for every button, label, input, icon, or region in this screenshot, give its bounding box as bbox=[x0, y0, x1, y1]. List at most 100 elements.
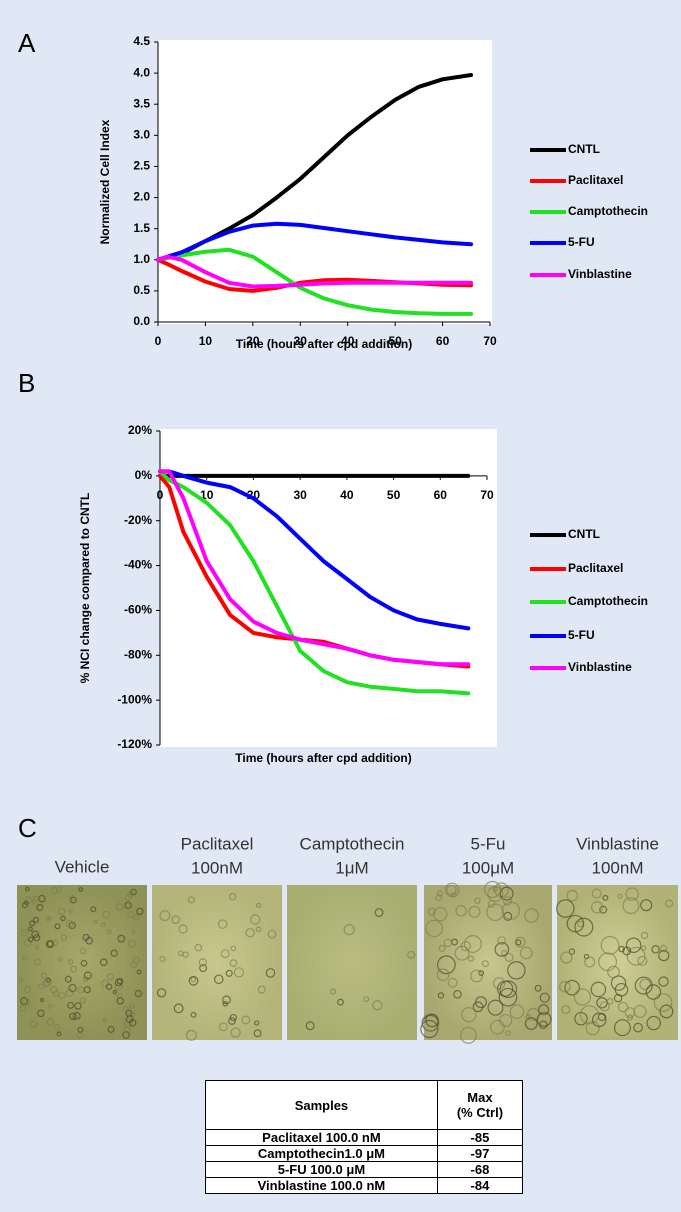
cell-texture bbox=[624, 1007, 636, 1018]
cell-texture bbox=[606, 997, 614, 1005]
cell-texture bbox=[487, 999, 504, 1016]
cell-texture bbox=[131, 929, 136, 934]
cell-texture bbox=[436, 890, 444, 897]
cell-texture bbox=[58, 957, 63, 963]
cell-texture bbox=[573, 988, 592, 1006]
cell-texture bbox=[463, 935, 482, 953]
cell-texture bbox=[46, 1018, 54, 1026]
cell-texture bbox=[566, 914, 585, 933]
cell-texture bbox=[568, 948, 576, 955]
y-tick-label: -100% bbox=[117, 692, 152, 706]
x-tick-label: 10 bbox=[199, 334, 213, 348]
cell-texture bbox=[123, 1025, 132, 1034]
cell-texture bbox=[29, 920, 36, 927]
cell-texture bbox=[78, 887, 84, 892]
cell-texture bbox=[634, 976, 653, 995]
cell-texture bbox=[459, 1026, 477, 1044]
y-tick-label: 4.5 bbox=[133, 34, 150, 48]
cell-texture bbox=[124, 901, 132, 910]
cell-texture bbox=[123, 1005, 129, 1012]
cell-texture bbox=[640, 899, 653, 912]
cell-texture bbox=[590, 901, 604, 914]
cell-texture bbox=[112, 989, 118, 995]
cell-texture bbox=[24, 900, 29, 905]
y-tick-label: 4.0 bbox=[133, 65, 150, 79]
cell-texture bbox=[171, 915, 181, 924]
cell-texture bbox=[255, 902, 262, 909]
cell-texture bbox=[625, 937, 642, 954]
cell-texture bbox=[336, 998, 344, 1006]
cell-texture bbox=[561, 1005, 571, 1015]
y-tick-label: 20% bbox=[128, 423, 152, 437]
results-table: Samples Max (% Ctrl) Paclitaxel 100.0 nM -… bbox=[205, 1080, 524, 1194]
cell-texture bbox=[90, 906, 97, 913]
cell-texture bbox=[425, 919, 443, 938]
cell-texture bbox=[374, 908, 384, 918]
cell: Paclitaxel 100.0 nM bbox=[205, 1129, 438, 1146]
x-tick-label: 50 bbox=[388, 334, 402, 348]
y-tick-label: 3.0 bbox=[133, 128, 150, 142]
cell-texture bbox=[24, 986, 32, 994]
cell-texture bbox=[64, 975, 72, 983]
cell-texture bbox=[229, 959, 238, 967]
cell-texture bbox=[114, 982, 123, 991]
y-axis-label: Normalized Cell Index bbox=[98, 119, 112, 244]
cell-texture bbox=[451, 892, 457, 898]
y-tick-label: -40% bbox=[124, 558, 152, 572]
cell-texture bbox=[50, 986, 58, 994]
cell: Camptothecin1.0 μM bbox=[205, 1145, 438, 1162]
cell: -84 bbox=[436, 1177, 524, 1194]
legend-label: Vinblastine bbox=[568, 660, 632, 674]
table-row: Paclitaxel 100.0 nM -85 bbox=[205, 1129, 524, 1146]
micrograph bbox=[152, 885, 282, 1040]
cell-texture bbox=[245, 928, 255, 938]
y-tick-label: 2.5 bbox=[133, 159, 150, 173]
cell-texture bbox=[591, 888, 602, 899]
cell-texture bbox=[626, 946, 646, 966]
cell-texture bbox=[536, 1011, 552, 1027]
cell-texture bbox=[67, 1001, 75, 1009]
cell-texture bbox=[461, 1007, 477, 1023]
cell-texture bbox=[659, 944, 668, 952]
cell-texture bbox=[217, 919, 228, 929]
cell-texture bbox=[646, 1015, 661, 1031]
cell-texture bbox=[651, 945, 660, 954]
legend-label: 5-FU bbox=[568, 628, 595, 642]
cell-texture bbox=[105, 983, 113, 991]
cell-texture bbox=[107, 1025, 115, 1033]
cell-texture bbox=[47, 1003, 53, 1009]
cell-texture bbox=[447, 977, 458, 988]
cell-texture bbox=[100, 922, 106, 928]
cell-texture bbox=[343, 924, 355, 936]
cell-texture bbox=[372, 1000, 383, 1011]
y-tick-label: 1.5 bbox=[133, 221, 150, 235]
cell-texture bbox=[156, 988, 167, 998]
cell-texture bbox=[178, 924, 188, 934]
cell-texture bbox=[443, 938, 453, 948]
image-caption: 100nM bbox=[191, 858, 243, 877]
x-axis-label: Time (hours after cpd addition) bbox=[235, 751, 411, 765]
cell-texture bbox=[514, 936, 526, 948]
cell-texture bbox=[618, 945, 625, 953]
cell-texture bbox=[132, 956, 141, 964]
cell-texture bbox=[658, 976, 669, 987]
micrograph bbox=[287, 885, 417, 1040]
cell-texture bbox=[645, 984, 662, 1000]
cell-texture bbox=[198, 958, 207, 967]
cell: Vinblastine 100.0 nM bbox=[205, 1177, 438, 1194]
cell-texture bbox=[626, 1014, 634, 1021]
y-tick-label: 0.0 bbox=[133, 314, 150, 328]
cell-texture bbox=[230, 945, 237, 952]
cell-texture bbox=[622, 897, 640, 915]
cell-texture bbox=[60, 915, 66, 922]
cell: -85 bbox=[436, 1129, 524, 1146]
cell-texture bbox=[27, 936, 34, 943]
legend-label: Paclitaxel bbox=[568, 561, 623, 575]
header-text: Max bbox=[467, 1090, 493, 1105]
cell-texture bbox=[58, 992, 66, 1000]
x-tick-label: 30 bbox=[293, 488, 307, 502]
cell-texture bbox=[22, 955, 28, 961]
series-line bbox=[158, 469, 471, 631]
y-tick-label: -120% bbox=[117, 737, 152, 751]
image-caption: Vehicle bbox=[55, 857, 110, 876]
